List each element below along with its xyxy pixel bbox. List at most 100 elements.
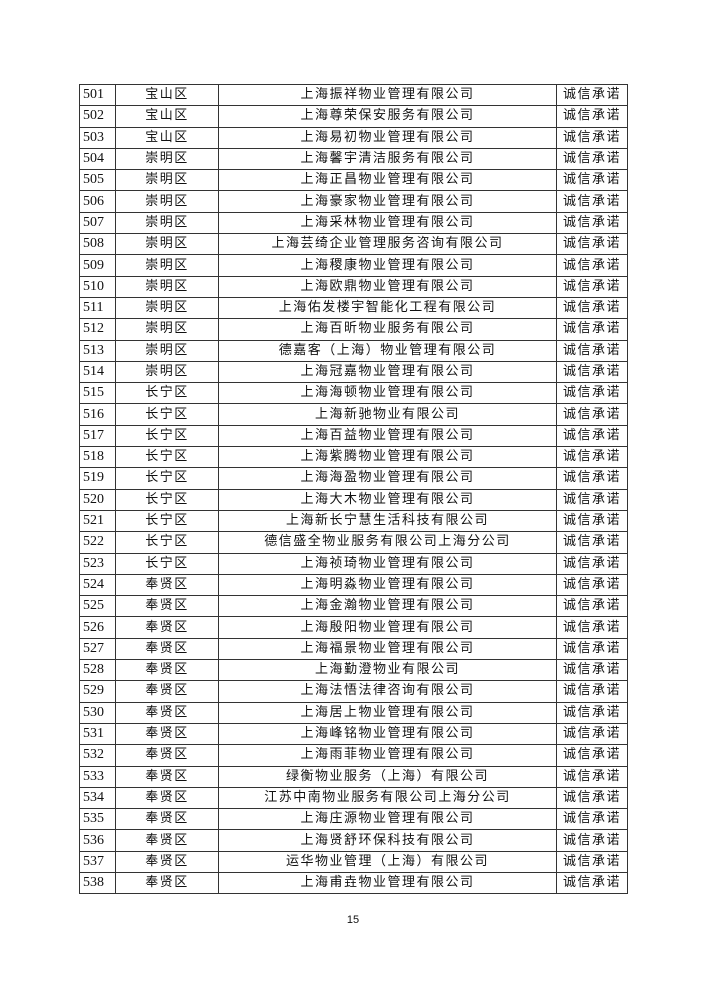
status: 诚信承诺 — [556, 637, 628, 661]
district: 奉贤区 — [115, 829, 219, 852]
district: 奉贤区 — [115, 573, 219, 597]
company-name: 绿衡物业服务（上海）有限公司 — [218, 765, 557, 788]
table-row: 531 奉贤区 上海峰铭物业管理有限公司 诚信承诺 — [79, 722, 628, 746]
status: 诚信承诺 — [556, 808, 628, 831]
district: 崇明区 — [115, 275, 219, 298]
district: 崇明区 — [115, 296, 219, 320]
table-row: 518 长宁区 上海紫腾物业管理有限公司 诚信承诺 — [79, 446, 628, 469]
company-name: 上海勤澄物业有限公司 — [218, 659, 557, 682]
row-number: 509 — [79, 254, 116, 277]
status: 诚信承诺 — [556, 850, 628, 873]
company-name: 上海庄源物业管理有限公司 — [218, 808, 557, 831]
district: 奉贤区 — [115, 850, 219, 873]
status: 诚信承诺 — [556, 211, 628, 235]
district: 奉贤区 — [115, 680, 219, 703]
status: 诚信承诺 — [556, 659, 628, 682]
district: 长宁区 — [115, 552, 219, 575]
table-row: 520 长宁区 上海大木物业管理有限公司 诚信承诺 — [79, 488, 628, 511]
row-number: 537 — [79, 850, 116, 873]
table-row: 515 长宁区 上海海顿物业管理有限公司 诚信承诺 — [79, 382, 628, 405]
row-number: 532 — [79, 744, 116, 767]
company-name: 上海采林物业管理有限公司 — [218, 211, 557, 235]
table-row: 537 奉贤区 运华物业管理（上海）有限公司 诚信承诺 — [79, 850, 628, 873]
company-name: 上海易初物业管理有限公司 — [218, 126, 557, 149]
district: 长宁区 — [115, 382, 219, 405]
status: 诚信承诺 — [556, 552, 628, 575]
company-name: 上海明淼物业管理有限公司 — [218, 573, 557, 597]
status: 诚信承诺 — [556, 296, 628, 320]
company-name: 上海贤舒环保科技有限公司 — [218, 829, 557, 852]
company-name: 上海冠嘉物业管理有限公司 — [218, 360, 557, 384]
row-number: 507 — [79, 211, 116, 235]
company-name: 上海新驰物业有限公司 — [218, 403, 557, 426]
status: 诚信承诺 — [556, 722, 628, 746]
table-row: 534 奉贤区 江苏中南物业服务有限公司上海分公司 诚信承诺 — [79, 786, 628, 810]
status: 诚信承诺 — [556, 126, 628, 149]
district: 长宁区 — [115, 488, 219, 511]
row-number: 515 — [79, 382, 116, 405]
company-name: 上海甫垚物业管理有限公司 — [218, 871, 557, 895]
table-row: 506 崇明区 上海豪家物业管理有限公司 诚信承诺 — [79, 190, 628, 213]
company-name: 上海金瀚物业管理有限公司 — [218, 595, 557, 618]
table-row: 504 崇明区 上海馨宇清洁服务有限公司 诚信承诺 — [79, 147, 628, 171]
status: 诚信承诺 — [556, 169, 628, 192]
table-row: 510 崇明区 上海欧鼎物业管理有限公司 诚信承诺 — [79, 275, 628, 298]
row-number: 530 — [79, 701, 116, 724]
district: 崇明区 — [115, 318, 219, 341]
row-number: 534 — [79, 786, 116, 810]
table-row: 517 长宁区 上海百益物业管理有限公司 诚信承诺 — [79, 424, 628, 448]
table-row: 519 长宁区 上海海盈物业管理有限公司 诚信承诺 — [79, 467, 628, 490]
status: 诚信承诺 — [556, 467, 628, 490]
row-number: 502 — [79, 105, 116, 128]
row-number: 529 — [79, 680, 116, 703]
table-row: 509 崇明区 上海稷康物业管理有限公司 诚信承诺 — [79, 254, 628, 277]
row-number: 504 — [79, 147, 116, 171]
row-number: 536 — [79, 829, 116, 852]
company-name: 运华物业管理（上海）有限公司 — [218, 850, 557, 873]
table-row: 524 奉贤区 上海明淼物业管理有限公司 诚信承诺 — [79, 573, 628, 597]
district: 崇明区 — [115, 339, 219, 362]
status: 诚信承诺 — [556, 573, 628, 597]
district: 长宁区 — [115, 467, 219, 490]
district: 宝山区 — [115, 105, 219, 128]
district: 崇明区 — [115, 233, 219, 256]
table-row: 525 奉贤区 上海金瀚物业管理有限公司 诚信承诺 — [79, 595, 628, 618]
company-name: 德嘉客（上海）物业管理有限公司 — [218, 339, 557, 362]
table-row: 502 宝山区 上海尊荣保安服务有限公司 诚信承诺 — [79, 105, 628, 128]
company-name: 德信盛全物业服务有限公司上海分公司 — [218, 531, 557, 554]
district: 崇明区 — [115, 360, 219, 384]
row-number: 528 — [79, 659, 116, 682]
company-name: 上海居上物业管理有限公司 — [218, 701, 557, 724]
table-row: 535 奉贤区 上海庄源物业管理有限公司 诚信承诺 — [79, 808, 628, 831]
status: 诚信承诺 — [556, 360, 628, 384]
table-row: 507 崇明区 上海采林物业管理有限公司 诚信承诺 — [79, 211, 628, 235]
table-row: 532 奉贤区 上海雨菲物业管理有限公司 诚信承诺 — [79, 744, 628, 767]
company-name: 上海新长宁慧生活科技有限公司 — [218, 509, 557, 533]
status: 诚信承诺 — [556, 829, 628, 852]
table-row: 529 奉贤区 上海法悟法律咨询有限公司 诚信承诺 — [79, 680, 628, 703]
district: 奉贤区 — [115, 659, 219, 682]
status: 诚信承诺 — [556, 275, 628, 298]
status: 诚信承诺 — [556, 254, 628, 277]
table-row: 512 崇明区 上海百昕物业服务有限公司 诚信承诺 — [79, 318, 628, 341]
district: 奉贤区 — [115, 786, 219, 810]
table-row: 528 奉贤区 上海勤澄物业有限公司 诚信承诺 — [79, 659, 628, 682]
company-name: 上海正昌物业管理有限公司 — [218, 169, 557, 192]
table-row: 516 长宁区 上海新驰物业有限公司 诚信承诺 — [79, 403, 628, 426]
row-number: 506 — [79, 190, 116, 213]
status: 诚信承诺 — [556, 190, 628, 213]
company-name: 上海稷康物业管理有限公司 — [218, 254, 557, 277]
district: 宝山区 — [115, 126, 219, 149]
row-number: 524 — [79, 573, 116, 597]
status: 诚信承诺 — [556, 871, 628, 895]
row-number: 501 — [79, 83, 116, 107]
row-number: 520 — [79, 488, 116, 511]
row-number: 517 — [79, 424, 116, 448]
row-number: 513 — [79, 339, 116, 362]
status: 诚信承诺 — [556, 233, 628, 256]
company-name: 上海紫腾物业管理有限公司 — [218, 446, 557, 469]
district: 崇明区 — [115, 254, 219, 277]
status: 诚信承诺 — [556, 509, 628, 533]
status: 诚信承诺 — [556, 765, 628, 788]
company-name: 上海大木物业管理有限公司 — [218, 488, 557, 511]
